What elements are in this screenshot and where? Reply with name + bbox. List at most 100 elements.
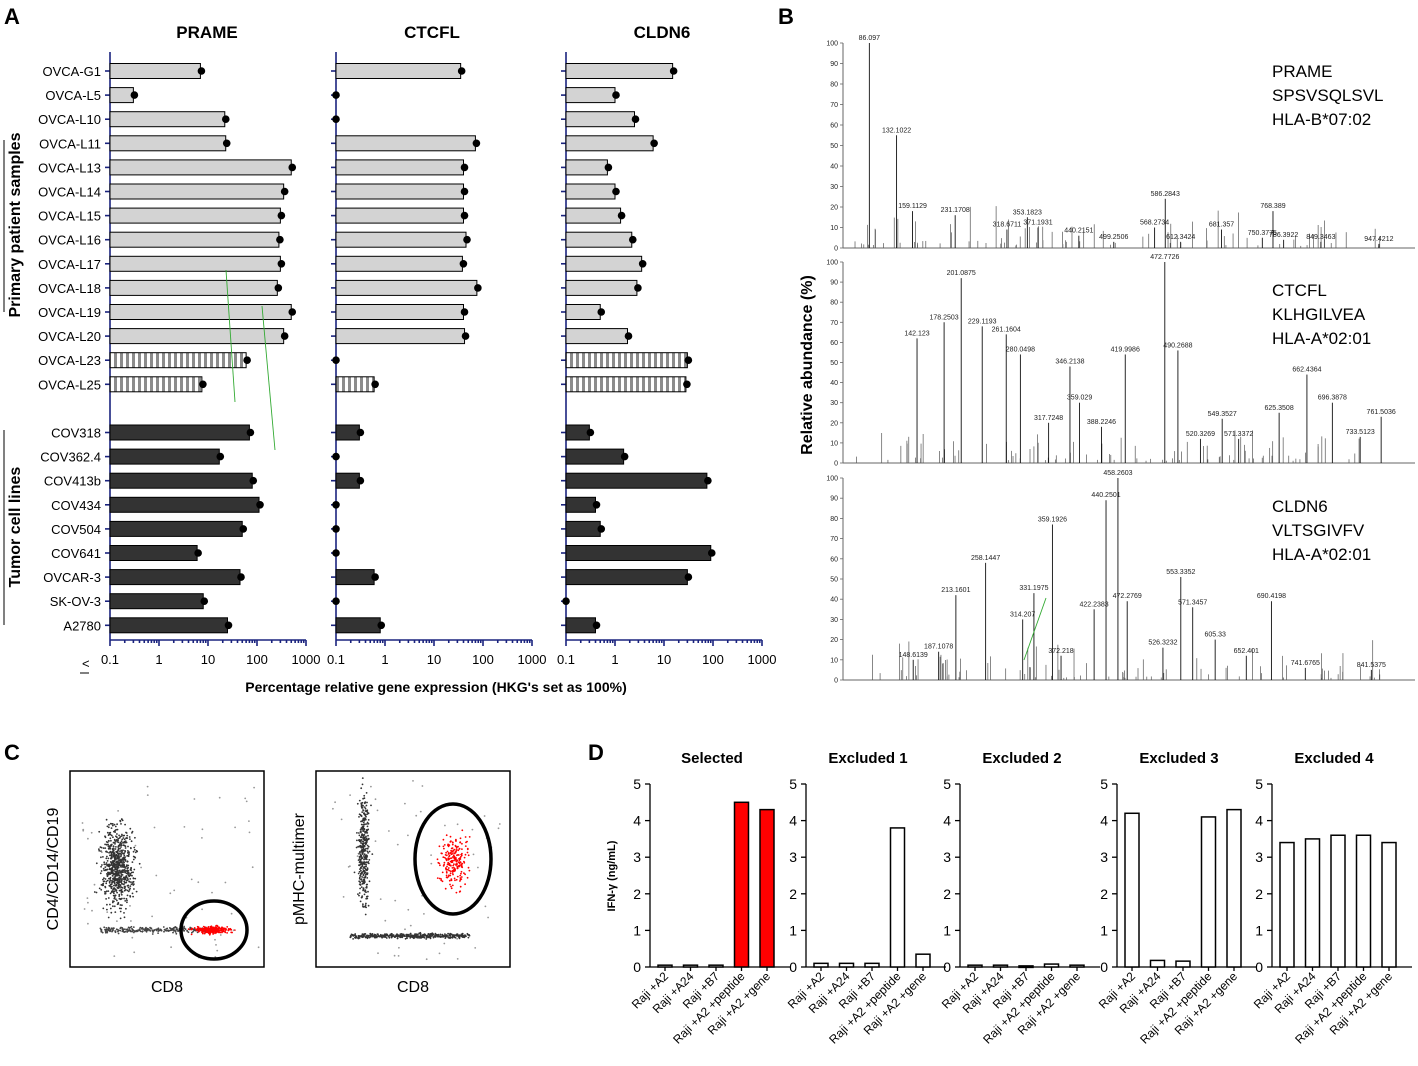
row-label-cov641: COV641 (51, 546, 101, 561)
event (114, 848, 117, 850)
event (128, 929, 131, 932)
point-prame-5 (280, 187, 289, 196)
event-gated (442, 845, 445, 848)
event (360, 839, 363, 841)
event (115, 861, 117, 864)
peak-label-7: 440.2151 (1064, 228, 1093, 235)
event-gated (445, 851, 447, 854)
event (93, 883, 96, 886)
event (365, 885, 368, 888)
event (109, 907, 112, 910)
event (155, 928, 158, 931)
xtick-label: 1000 (518, 652, 547, 667)
event (375, 935, 378, 938)
event (444, 937, 447, 939)
row-label-cov434: COV434 (51, 498, 101, 513)
event (430, 854, 432, 856)
event-gated (452, 864, 455, 867)
event (357, 859, 360, 861)
event (361, 857, 364, 859)
event (111, 930, 113, 933)
event (120, 875, 122, 877)
event (133, 951, 136, 954)
event (382, 936, 385, 938)
event (361, 849, 364, 852)
flow-plot-2-ylabel: pMHC-multimer (291, 812, 308, 925)
event (105, 927, 108, 929)
event (109, 892, 112, 895)
event-gated (460, 872, 462, 875)
event-gated (453, 868, 455, 871)
event (93, 891, 96, 893)
point-cldn6-9 (634, 284, 642, 292)
spectrum-ytick-label: 30 (830, 400, 838, 407)
event (362, 848, 365, 850)
event (219, 934, 222, 936)
event (135, 849, 138, 852)
spectrum-ytick-label: 80 (830, 82, 838, 89)
event (112, 854, 114, 857)
event (230, 912, 233, 915)
event-gated (190, 928, 193, 931)
event (353, 934, 355, 937)
event (114, 843, 116, 845)
event (100, 870, 103, 872)
event (452, 935, 454, 938)
peak-label-8: 499.2506 (1099, 234, 1128, 241)
ifn-ytick-label: 5 (1255, 776, 1263, 792)
event (448, 934, 451, 937)
ifn-bar-1 (992, 964, 1009, 968)
event (419, 810, 422, 813)
event (162, 926, 165, 928)
event (135, 890, 138, 893)
event (121, 878, 124, 880)
event (118, 897, 121, 900)
event (125, 865, 128, 868)
event-gated (446, 865, 448, 868)
bar-cldn6-20 (565, 545, 712, 561)
event-gated (226, 932, 229, 934)
event (215, 944, 217, 946)
event (443, 935, 446, 937)
point-cldn6-3 (650, 139, 658, 148)
event-gated (460, 854, 463, 857)
event (130, 840, 133, 843)
spectrum-ytick-label: 20 (830, 420, 838, 427)
row-label-cov413b: COV413b (44, 474, 101, 489)
peak-label-5: 280.0498 (1006, 346, 1035, 353)
xtick-label: 100 (246, 652, 268, 667)
spectrum-ytick-label: 80 (830, 300, 838, 307)
event (355, 935, 357, 938)
event (360, 842, 362, 844)
event (360, 846, 363, 849)
xtick-label: 1 (611, 652, 618, 667)
event (356, 832, 358, 834)
ifn-bar-1 (682, 964, 699, 968)
point-ctcfl-17 (356, 476, 365, 485)
axis-lt-symbol: < (82, 656, 90, 671)
event (364, 823, 366, 826)
event (117, 849, 119, 852)
event (393, 954, 396, 957)
event (453, 934, 455, 936)
spectrum-ytick-label: 0 (834, 678, 838, 685)
ifn-bar-4 (915, 953, 931, 968)
event (113, 851, 115, 854)
panel-label-b: B (778, 4, 794, 29)
event-gated (452, 849, 455, 852)
event (128, 873, 130, 875)
event-gated (436, 858, 439, 861)
event-gated (224, 931, 227, 934)
row-label-ovca-l19: OVCA-L19 (38, 305, 101, 320)
point-prame-6 (277, 211, 286, 220)
bar-prame-22 (109, 593, 204, 610)
event (352, 938, 354, 940)
event (108, 840, 110, 842)
event-gated (209, 932, 212, 935)
event (112, 850, 114, 852)
bar-prame-4 (109, 159, 292, 176)
event (107, 890, 110, 892)
event-gated (445, 859, 448, 862)
event (98, 830, 101, 833)
event (359, 860, 361, 862)
